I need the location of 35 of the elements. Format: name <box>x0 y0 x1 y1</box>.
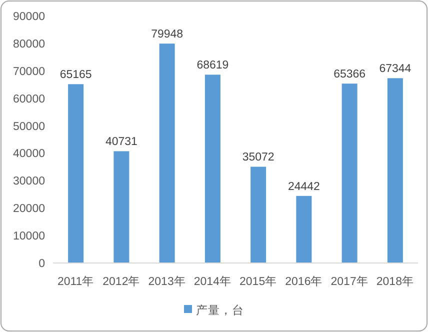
bar <box>68 84 84 263</box>
data-label: 79948 <box>151 28 184 41</box>
bar <box>114 151 130 263</box>
bar <box>296 196 312 263</box>
bar <box>250 166 266 263</box>
bar <box>159 44 175 263</box>
data-label: 68619 <box>196 60 229 72</box>
y-tick-label: 60000 <box>13 93 45 106</box>
y-tick-label: 0 <box>38 258 45 270</box>
x-tick-label: 2016年 <box>285 275 323 288</box>
data-label: 67344 <box>379 63 412 76</box>
y-tick-label: 50000 <box>13 120 45 133</box>
y-tick-label: 40000 <box>13 148 45 160</box>
y-tick-label: 70000 <box>13 66 45 78</box>
x-tick-label: 2011年 <box>57 275 94 288</box>
y-tick-label: 30000 <box>13 176 45 188</box>
legend-label: 产量，台 <box>196 303 244 317</box>
data-label: 40731 <box>105 136 138 148</box>
data-label: 65165 <box>60 69 92 82</box>
data-label: 65366 <box>334 68 366 81</box>
x-tick-label: 2017年 <box>330 275 368 288</box>
y-tick-label: 90000 <box>13 11 45 23</box>
x-tick-label: 2015年 <box>240 275 278 288</box>
x-tick-label: 2013年 <box>148 275 186 288</box>
x-tick-label: 2018年 <box>376 275 414 288</box>
x-tick-label: 2014年 <box>194 275 232 288</box>
data-label: 35072 <box>242 152 274 164</box>
data-label: 24442 <box>288 180 320 193</box>
y-tick-label: 80000 <box>13 38 45 50</box>
y-tick-label: 10000 <box>13 230 45 243</box>
x-tick-label: 2012年 <box>102 275 140 288</box>
bar <box>204 74 220 263</box>
bar <box>387 78 403 263</box>
bar <box>342 84 358 263</box>
y-tick-label: 20000 <box>13 203 45 216</box>
